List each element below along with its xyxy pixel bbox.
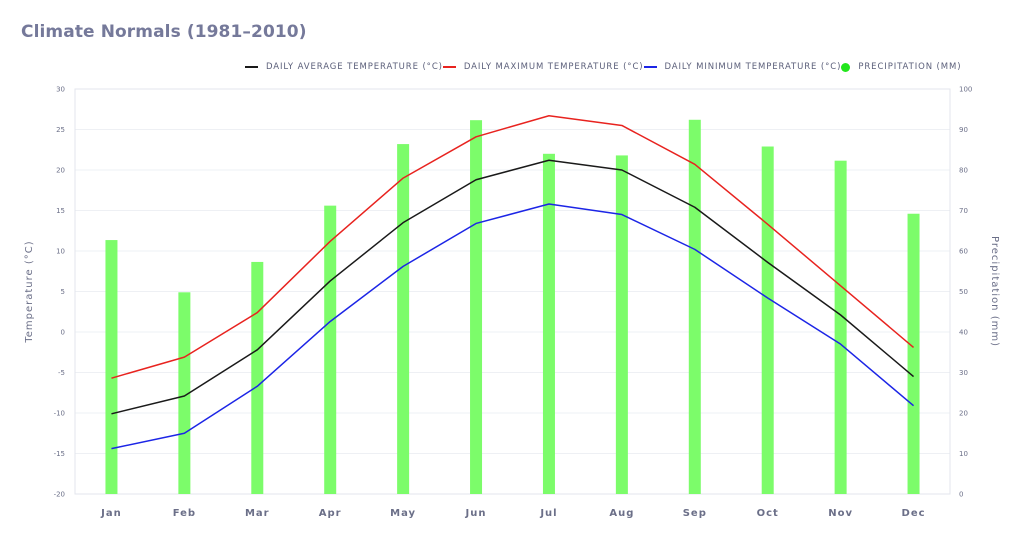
legend-swatch-minimum [643,66,657,68]
legend-label-minimum: DAILY MINIMUM TEMPERATURE (°C) [664,62,842,72]
precipitation-bar [688,119,701,494]
y-right-tick: 90 [959,126,968,134]
legend-label-precipitation: PRECIPITATION (MM) [858,62,962,72]
x-category-label: Jan [100,508,122,519]
plot-frame [74,88,951,495]
y-right-tick: 10 [959,450,968,458]
x-category-label: Oct [757,508,779,519]
y-left-tick: 5 [61,288,65,296]
y-right-tick: 80 [959,167,968,175]
x-category-label: Jul [539,508,557,519]
average-temperature-line [111,159,915,415]
x-category-label: Apr [319,508,342,519]
y-left-tick: 30 [56,86,65,94]
y-left-tick: 15 [56,207,65,215]
y-left-tick: -10 [54,410,65,418]
x-category-label: Nov [828,508,853,519]
legend-label-maximum: DAILY MAXIMUM TEMPERATURE (°C) [463,62,644,72]
y-right-tick: 60 [959,248,968,256]
y-left-axis-title: Temperature (°C) [24,240,35,343]
x-category-label: Jun [465,508,487,519]
precipitation-bar [397,144,410,494]
y-right-tick: 50 [959,288,968,296]
y-right-tick: 70 [959,207,968,215]
precipitation-bar [178,292,191,494]
legend-label-average: DAILY AVERAGE TEMPERATURE (°C) [266,62,443,72]
x-category-label: Sep [683,508,707,519]
y-left-tick: 10 [56,248,65,256]
x-category-label: Feb [173,508,196,519]
maximum-temperature-line [111,114,915,379]
x-category-label: May [390,508,416,519]
x-category-label: Dec [902,508,926,519]
precipitation-bar [907,213,920,495]
legend-item-minimum[interactable]: DAILY MINIMUM TEMPERATURE (°C) [643,62,842,72]
y-left-tick: -15 [54,450,65,458]
precipitation-bar [251,261,264,494]
precipitation-bar [761,146,774,494]
legend-item-precipitation[interactable]: PRECIPITATION (MM) [841,62,961,72]
y-right-tick: 30 [959,369,968,377]
minimum-temperature-line [111,203,915,450]
precipitation-bar [834,160,847,494]
x-category-label: Aug [609,508,634,519]
legend-item-average[interactable]: DAILY AVERAGE TEMPERATURE (°C) [245,62,443,72]
legend: DAILY AVERAGE TEMPERATURE (°C) DAILY MAX… [245,62,961,72]
y-left-tick: 0 [61,329,65,337]
y-right-tick: 40 [959,329,968,337]
legend-swatch-precipitation [841,62,851,72]
legend-swatch-maximum [442,66,456,68]
chart-title: Climate Normals (1981–2010) [21,22,307,42]
precipitation-bar [470,120,483,494]
precipitation-bar [542,153,555,495]
x-category-label: Mar [245,508,270,519]
y-left-tick: -5 [58,369,65,377]
legend-item-maximum[interactable]: DAILY MAXIMUM TEMPERATURE (°C) [442,62,644,72]
precipitation-bar [105,240,118,494]
precipitation-bar [615,155,628,495]
y-right-tick: 100 [959,86,972,94]
y-right-axis-title: Precipitation (mm) [989,236,1000,347]
y-left-tick: 25 [56,126,65,134]
legend-swatch-average [245,66,258,68]
y-left-tick: 20 [56,167,65,175]
y-right-tick: 0 [959,491,963,499]
precipitation-bar [324,205,337,494]
y-right-tick: 20 [959,410,968,418]
y-left-tick: -20 [54,491,65,499]
